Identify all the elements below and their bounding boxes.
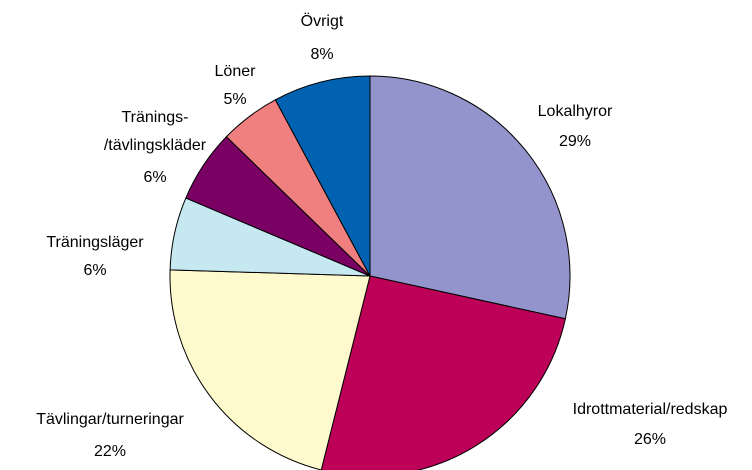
slice-label: Tränings- /tävlingskläder bbox=[104, 109, 207, 154]
label-line: Övrigt bbox=[301, 12, 344, 30]
value-label: 5% bbox=[223, 91, 246, 108]
slice-label: Lokalhyror bbox=[538, 103, 613, 120]
slice-label: Tävlingar/turneringar bbox=[36, 411, 184, 428]
slice-label: Löner bbox=[215, 63, 257, 80]
value-label: 26% bbox=[634, 431, 666, 448]
label-line: Tränings- bbox=[122, 109, 189, 126]
value-label: 29% bbox=[559, 133, 591, 150]
pie-slice bbox=[369, 75, 571, 320]
pie-slice bbox=[169, 269, 371, 470]
label-line: Idrottmaterial/redskap bbox=[573, 401, 728, 418]
label-line: Träningsläger bbox=[46, 234, 144, 251]
value-label: 8% bbox=[310, 46, 333, 63]
label-line: Tävlingar/turneringar bbox=[36, 411, 184, 428]
slice-label: Övrigt bbox=[301, 12, 344, 30]
pie-slice bbox=[320, 275, 566, 470]
value-label: 22% bbox=[94, 443, 126, 460]
label-line: Lokalhyror bbox=[538, 103, 613, 120]
value-label: 6% bbox=[83, 262, 106, 279]
slice-label: Träningsläger bbox=[46, 234, 144, 251]
value-label: 6% bbox=[143, 169, 166, 186]
slice-label: Idrottmaterial/redskap bbox=[573, 401, 728, 418]
pie-slice bbox=[274, 75, 371, 277]
label-line: Löner bbox=[215, 63, 257, 80]
label-line: /tävlingskläder bbox=[104, 137, 207, 154]
